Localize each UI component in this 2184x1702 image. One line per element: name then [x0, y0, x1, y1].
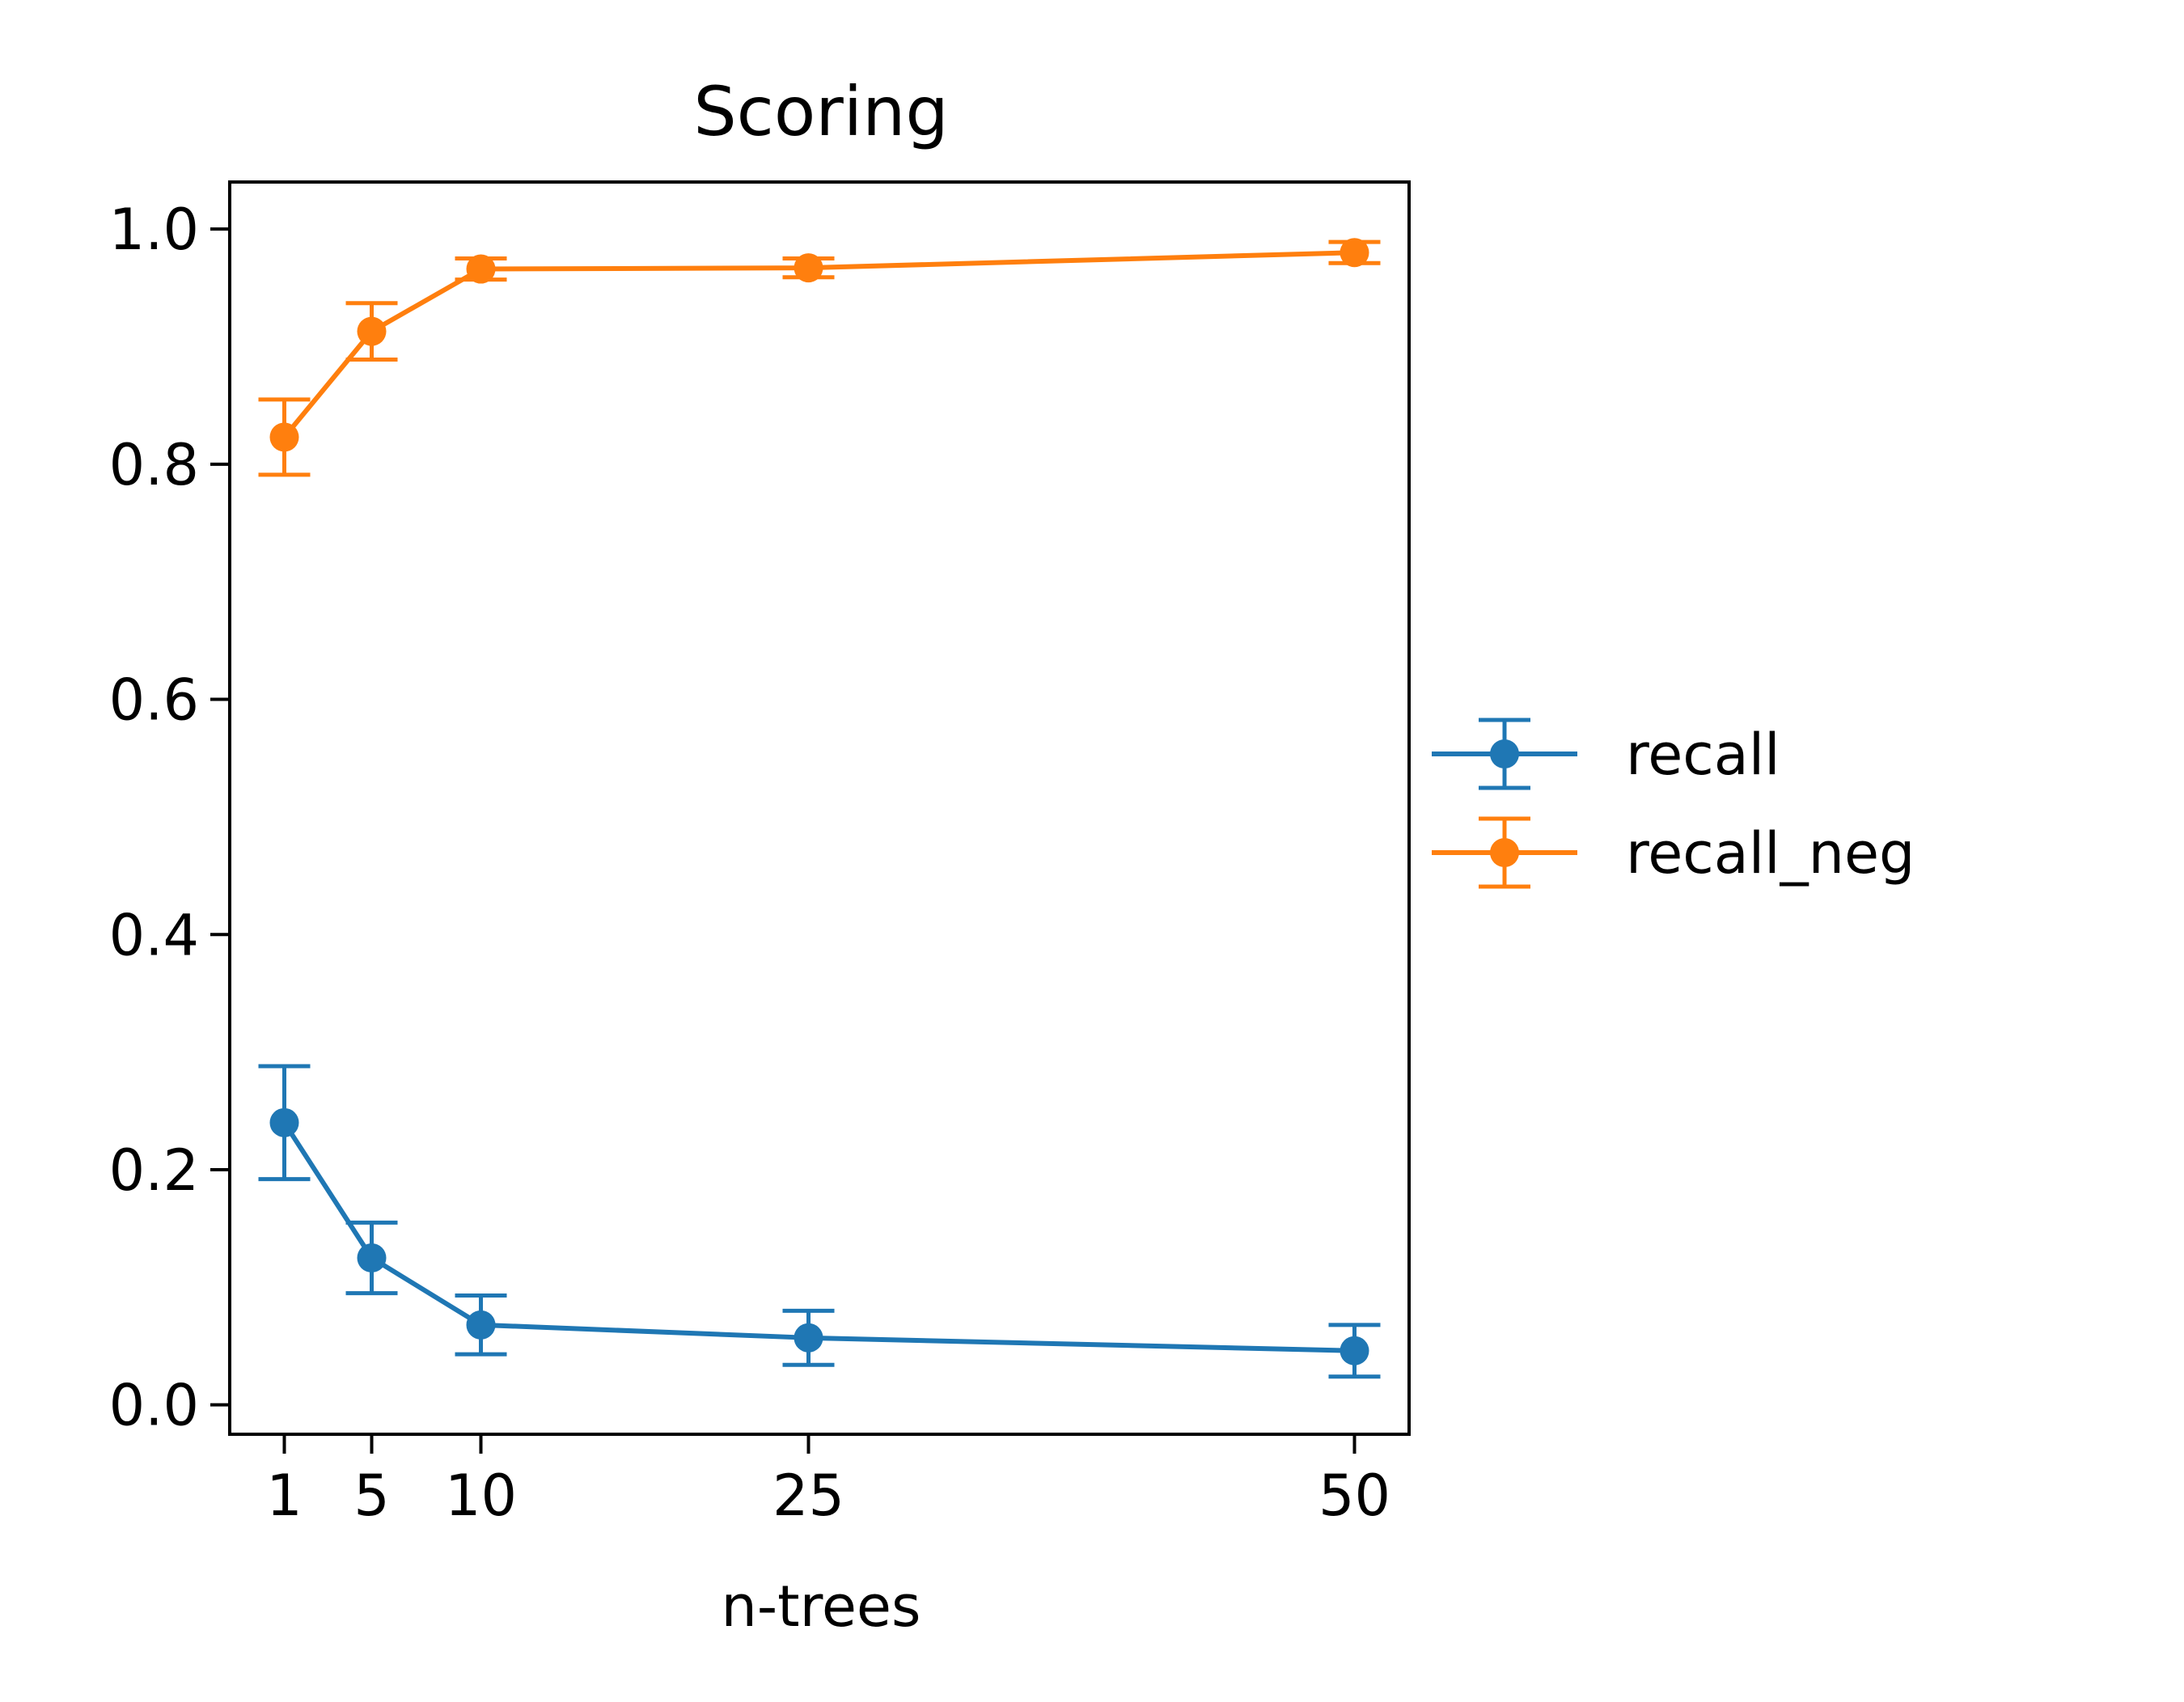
y-tick-label: 0.0 [109, 1373, 199, 1439]
data-point [357, 316, 387, 346]
data-point [1340, 238, 1369, 268]
legend-entry-recall: recall [1432, 718, 1780, 790]
x-axis-label: n-trees [722, 1573, 921, 1640]
legend-layer: recall recall_neg [1432, 718, 1915, 889]
data-point [269, 1107, 299, 1137]
series-layer [258, 238, 1381, 1379]
x-tick-label: 25 [772, 1463, 844, 1529]
legend-marker [1490, 838, 1519, 867]
y-tick-label: 0.6 [109, 667, 199, 734]
data-point [1340, 1336, 1369, 1365]
legend-entry-recall_neg: recall_neg [1432, 816, 1915, 889]
axes-layer: 0.0 0.2 0.4 0.6 0.8 1.0 1 5 10 25 50 [109, 180, 1411, 1529]
data-point [466, 1310, 496, 1340]
y-tick-label: 1.0 [109, 197, 199, 263]
chart-title: Scoring [693, 72, 948, 151]
data-point [794, 253, 823, 283]
series-recall_neg [258, 238, 1381, 477]
x-tick-label: 10 [445, 1463, 517, 1529]
legend-label: recall [1626, 722, 1780, 788]
y-tick-label: 0.8 [109, 432, 199, 498]
x-tick-label: 1 [266, 1463, 303, 1529]
series-line [281, 1121, 1355, 1353]
data-point [794, 1323, 823, 1353]
legend-marker [1490, 739, 1519, 768]
y-tick-label: 0.2 [109, 1137, 199, 1204]
series-recall [258, 1064, 1381, 1379]
x-tick-label: 5 [353, 1463, 390, 1529]
legend-label: recall_neg [1626, 820, 1915, 887]
data-point [466, 254, 496, 284]
y-tick-label: 0.4 [109, 902, 199, 968]
plot-frame [228, 180, 1411, 1436]
x-tick-label: 50 [1318, 1463, 1390, 1529]
data-point [269, 422, 299, 452]
data-point [357, 1243, 387, 1272]
series-line [282, 250, 1355, 439]
